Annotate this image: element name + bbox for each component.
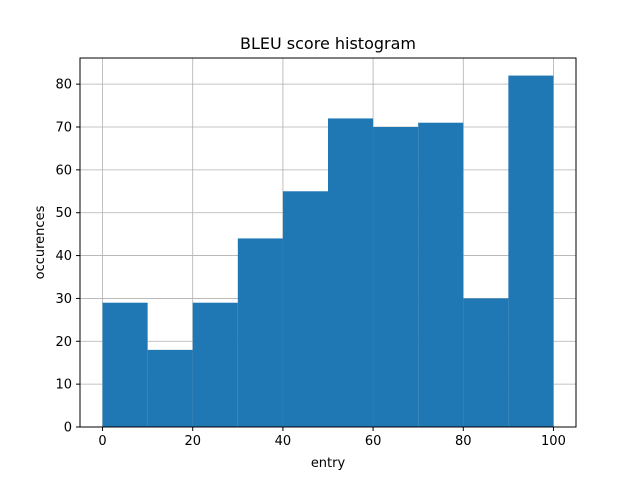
histogram-bar — [282, 191, 328, 427]
x-tick-label: 60 — [365, 434, 382, 449]
x-axis-label: entry — [311, 456, 346, 471]
histogram-bar — [102, 302, 148, 427]
y-tick-label: 70 — [55, 121, 72, 136]
y-tick-label: 80 — [55, 78, 72, 93]
histogram-bar — [508, 75, 554, 428]
histogram-bar — [328, 118, 374, 427]
ticks-layer: 0 20 40 60 80 100 0 10 20 30 40 50 60 70 80 — [55, 78, 565, 449]
y-tick-label: 40 — [55, 249, 72, 264]
y-tick-label: 60 — [55, 163, 72, 178]
y-tick-label: 0 — [64, 421, 72, 436]
histogram-bar — [373, 127, 419, 427]
histogram-bar — [147, 349, 193, 427]
x-tick-label: 80 — [455, 434, 472, 449]
x-tick-label: 40 — [275, 434, 292, 449]
y-tick-label: 50 — [55, 206, 72, 221]
plot-frame — [79, 57, 577, 428]
chart-title: BLEU score histogram — [240, 34, 416, 53]
histogram-bar — [237, 238, 283, 427]
x-tick-label: 20 — [184, 434, 201, 449]
y-tick-label: 10 — [55, 378, 72, 393]
x-tick-label: 0 — [98, 434, 106, 449]
histogram-bar — [418, 122, 464, 427]
y-tick-label: 20 — [55, 335, 72, 350]
y-axis-label: occurences — [33, 205, 48, 279]
histogram-bar — [192, 302, 238, 427]
x-tick-label: 100 — [541, 434, 566, 449]
bars-layer — [102, 75, 554, 428]
y-tick-label: 30 — [55, 292, 72, 307]
histogram-bar — [463, 298, 509, 427]
